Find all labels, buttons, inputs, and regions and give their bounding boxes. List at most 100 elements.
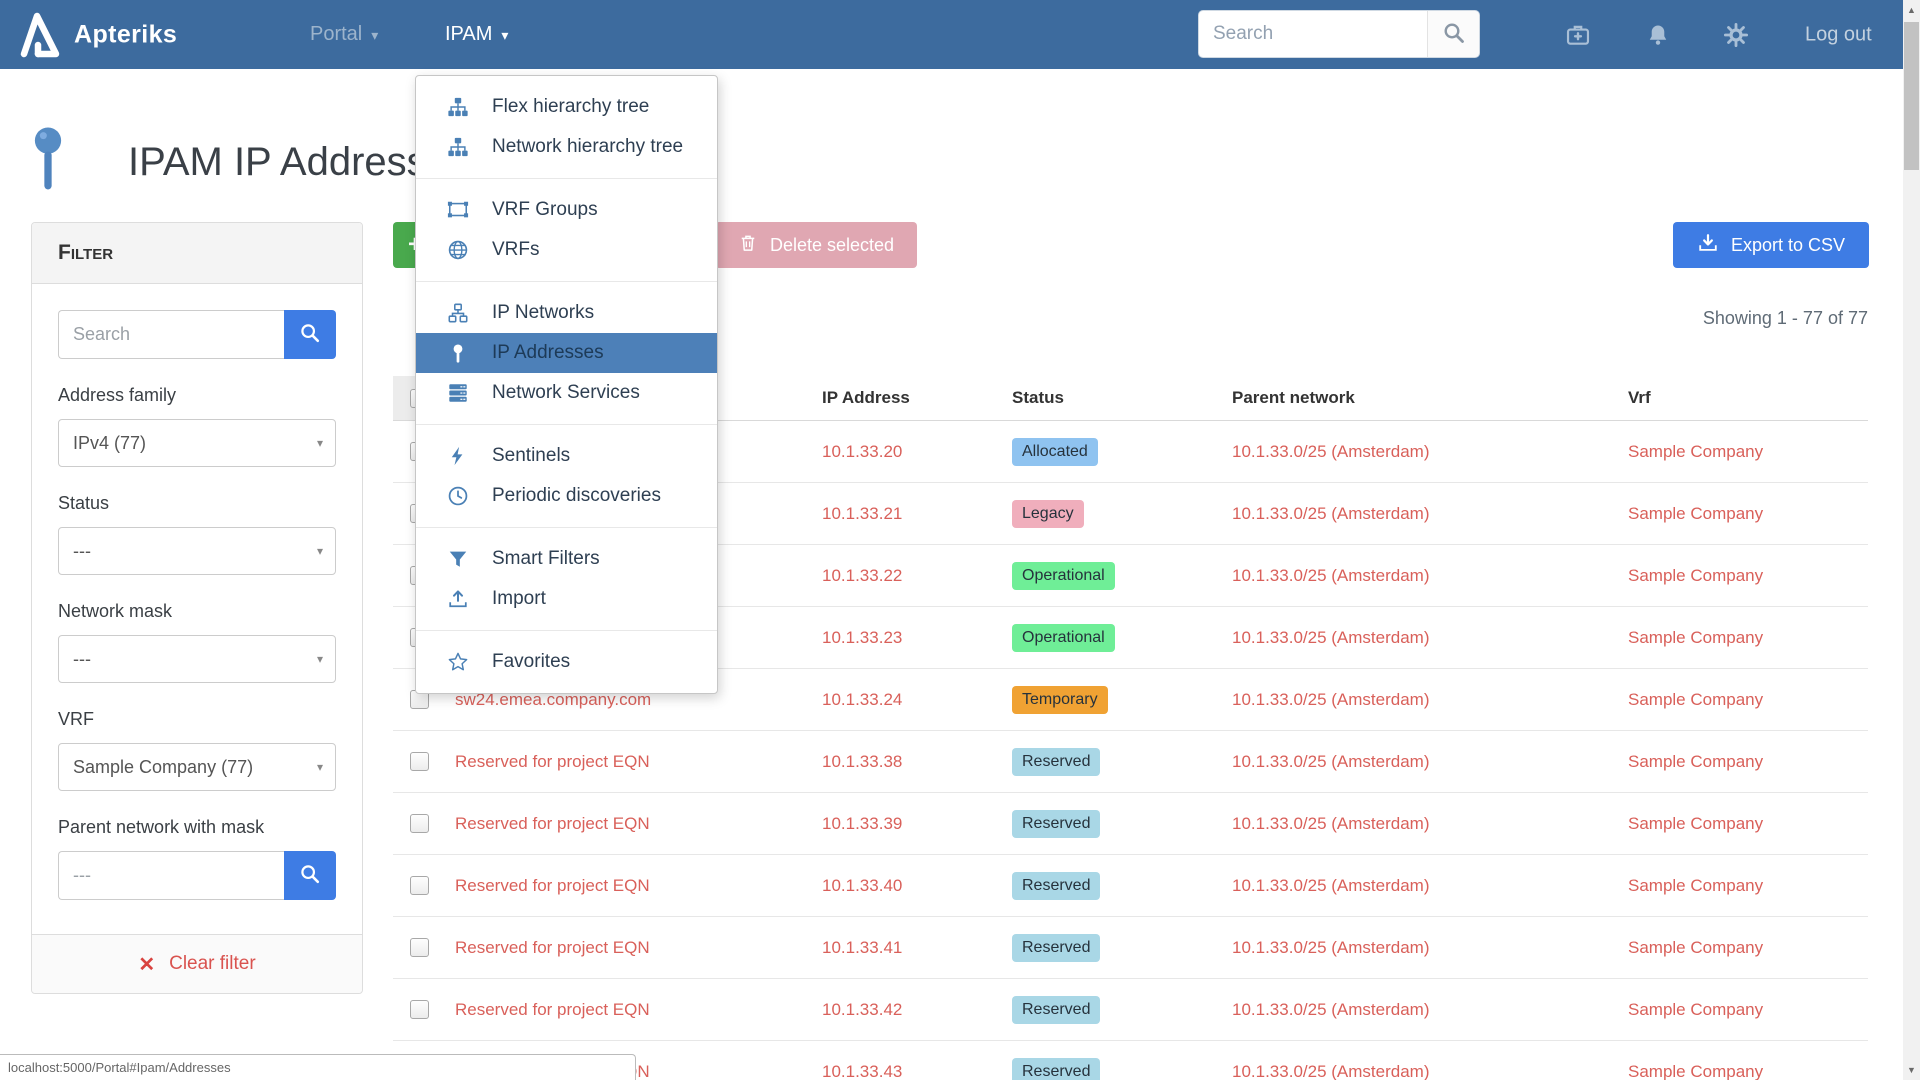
menu-item-import[interactable]: Import: [416, 579, 717, 619]
ip-link[interactable]: 10.1.33.24: [822, 689, 903, 709]
ip-link[interactable]: 10.1.33.39: [822, 813, 903, 833]
vrf-link[interactable]: Sample Company: [1628, 627, 1764, 647]
parent-network-link[interactable]: 10.1.33.0/25 (Amsterdam): [1232, 813, 1430, 833]
vrf-link[interactable]: Sample Company: [1628, 751, 1764, 771]
name-link[interactable]: Reserved for project EQN: [455, 751, 650, 771]
parent-network-link[interactable]: 10.1.33.0/25 (Amsterdam): [1232, 999, 1430, 1019]
clear-filter-button[interactable]: ✕ Clear filter: [32, 934, 362, 993]
parent-network-search-button[interactable]: [284, 851, 336, 900]
row-checkbox[interactable]: [410, 938, 429, 957]
vrf-link[interactable]: Sample Company: [1628, 813, 1764, 833]
vrf-value: Sample Company (77): [73, 756, 254, 777]
parent-network-link[interactable]: 10.1.33.0/25 (Amsterdam): [1232, 1061, 1430, 1080]
menu-item-network-hierarchy-tree[interactable]: Network hierarchy tree: [416, 127, 717, 167]
status-badge: Reserved: [1012, 871, 1101, 900]
vrf-link[interactable]: Sample Company: [1628, 441, 1764, 461]
filter-search-button[interactable]: [284, 310, 336, 359]
menu-item-label: Network Services: [492, 382, 640, 403]
menu-item-favorites[interactable]: Favorites: [416, 642, 717, 682]
results-summary: Showing 1 - 77 of 77: [1702, 308, 1868, 328]
menu-item-ip-networks[interactable]: IP Networks: [416, 293, 717, 333]
name-link[interactable]: Reserved for project EQN: [455, 875, 650, 895]
menu-item-network-services[interactable]: Network Services: [416, 373, 717, 413]
vrf-link[interactable]: Sample Company: [1628, 937, 1764, 957]
medkit-icon[interactable]: [1565, 22, 1591, 48]
scrollbar-thumb[interactable]: [1904, 22, 1919, 170]
row-checkbox[interactable]: [410, 752, 429, 771]
export-to-csv-button[interactable]: Export to CSV: [1673, 222, 1869, 268]
parent-network-link[interactable]: 10.1.33.0/25 (Amsterdam): [1232, 689, 1430, 709]
menu-item-sentinels[interactable]: Sentinels: [416, 436, 717, 476]
parent-network-link[interactable]: 10.1.33.0/25 (Amsterdam): [1232, 565, 1430, 585]
status-badge: Reserved: [1012, 747, 1101, 776]
parent-network-input[interactable]: [58, 851, 284, 900]
menu-item-periodic-discoveries[interactable]: Periodic discoveries: [416, 476, 717, 516]
nav-menu-ipam[interactable]: IPAM ▾: [445, 0, 508, 69]
network-hierarchy-tree-icon: [446, 136, 470, 158]
nav-menu-portal[interactable]: Portal ▾: [310, 0, 378, 69]
parent-network-link[interactable]: 10.1.33.0/25 (Amsterdam): [1232, 875, 1430, 895]
filter-panel-title: Filter: [32, 223, 362, 284]
logout-link[interactable]: Log out: [1805, 23, 1872, 45]
scroll-down-arrow-icon[interactable]: ▼: [1907, 1065, 1916, 1075]
network-mask-select[interactable]: --- ▾: [58, 635, 336, 683]
parent-network-link[interactable]: 10.1.33.0/25 (Amsterdam): [1232, 441, 1430, 461]
clock-icon: [446, 485, 470, 507]
table-row: 10.1.33.23 Operational 10.1.33.0/25 (Ams…: [393, 607, 1868, 669]
ip-link[interactable]: 10.1.33.41: [822, 937, 903, 957]
ip-link[interactable]: 10.1.33.22: [822, 565, 903, 585]
bell-icon[interactable]: [1645, 22, 1671, 48]
vrf-link[interactable]: Sample Company: [1628, 1061, 1764, 1080]
filter-search-input[interactable]: [58, 310, 284, 359]
parent-network-link[interactable]: 10.1.33.0/25 (Amsterdam): [1232, 937, 1430, 957]
row-checkbox[interactable]: [410, 1000, 429, 1019]
name-link[interactable]: Reserved for project EQN: [455, 937, 650, 957]
ip-link[interactable]: 10.1.33.43: [822, 1061, 903, 1080]
row-checkbox[interactable]: [410, 814, 429, 833]
nav-search-input[interactable]: [1199, 11, 1427, 57]
status-badge: Operational: [1012, 561, 1115, 590]
name-link[interactable]: Reserved for project EQN: [455, 813, 650, 833]
menu-item-flex-hierarchy-tree[interactable]: Flex hierarchy tree: [416, 87, 717, 127]
chevron-down-icon: ▾: [316, 436, 323, 450]
vertical-scrollbar[interactable]: ▲ ▼: [1903, 0, 1920, 1080]
vrf-link[interactable]: Sample Company: [1628, 503, 1764, 523]
menu-item-label: Sentinels: [492, 445, 571, 466]
menu-item-smart-filters[interactable]: Smart Filters: [416, 539, 717, 579]
menu-item-label: Periodic discoveries: [492, 485, 661, 506]
address-family-label: Address family: [58, 385, 177, 405]
delete-selected-button[interactable]: Delete selected: [715, 222, 917, 268]
network-mask-label: Network mask: [58, 601, 173, 621]
bolt-icon: [446, 445, 470, 467]
gear-icon[interactable]: [1723, 22, 1749, 48]
ip-link[interactable]: 10.1.33.38: [822, 751, 903, 771]
address-family-select[interactable]: IPv4 (77) ▾: [58, 419, 336, 467]
ip-link[interactable]: 10.1.33.20: [822, 441, 903, 461]
ip-link[interactable]: 10.1.33.21: [822, 503, 903, 523]
parent-network-link[interactable]: 10.1.33.0/25 (Amsterdam): [1232, 751, 1430, 771]
status-badge: Reserved: [1012, 809, 1101, 838]
ip-link[interactable]: 10.1.33.23: [822, 627, 903, 647]
ip-link[interactable]: 10.1.33.40: [822, 875, 903, 895]
search-icon: [299, 322, 321, 347]
status-select[interactable]: --- ▾: [58, 527, 336, 575]
vrf-link[interactable]: Sample Company: [1628, 565, 1764, 585]
menu-item-vrfs[interactable]: VRFs: [416, 230, 717, 270]
menu-item-vrf-groups[interactable]: VRF Groups: [416, 190, 717, 230]
name-link[interactable]: Reserved for project EQN: [455, 999, 650, 1019]
scroll-up-arrow-icon[interactable]: ▲: [1907, 5, 1916, 15]
nav-search-button[interactable]: [1427, 11, 1479, 57]
menu-item-label: IP Networks: [492, 302, 595, 323]
vrf-link[interactable]: Sample Company: [1628, 999, 1764, 1019]
vrf-select[interactable]: Sample Company (77) ▾: [58, 743, 336, 791]
parent-network-link[interactable]: 10.1.33.0/25 (Amsterdam): [1232, 627, 1430, 647]
parent-network-link[interactable]: 10.1.33.0/25 (Amsterdam): [1232, 503, 1430, 523]
name-link[interactable]: sw24.emea.company.com: [455, 689, 652, 709]
address-family-value: IPv4 (77): [73, 432, 147, 453]
row-checkbox[interactable]: [410, 876, 429, 895]
ip-link[interactable]: 10.1.33.42: [822, 999, 903, 1019]
menu-item-label: IP Addresses: [492, 342, 604, 363]
vrf-link[interactable]: Sample Company: [1628, 689, 1764, 709]
vrf-link[interactable]: Sample Company: [1628, 875, 1764, 895]
menu-item-ip-addresses[interactable]: IP Addresses: [416, 333, 717, 373]
